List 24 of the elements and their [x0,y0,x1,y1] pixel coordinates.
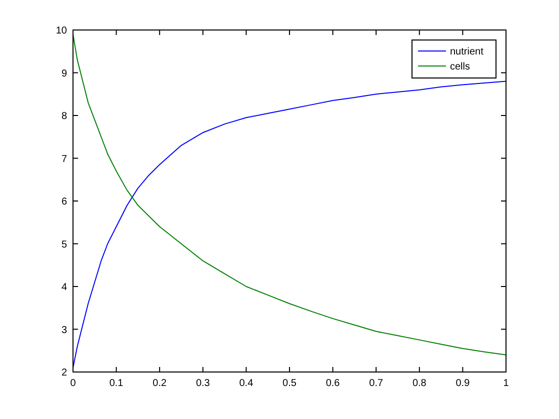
x-tick-label: 0.8 [412,378,427,389]
y-tick-label: 9 [61,68,68,80]
x-tick-label: 0.9 [456,378,470,389]
x-tick-label: 1 [503,378,510,389]
x-tick-label: 0.3 [196,378,210,389]
y-tick-label: 2 [61,368,68,378]
y-tick-label: 7 [61,154,68,165]
x-tick-label: 0.4 [239,378,254,389]
x-tick-label: 0.5 [282,378,297,389]
x-tick-label: 0.7 [369,378,384,389]
y-tick-label: 10 [56,26,68,36]
legend-label: nutrient [450,46,484,58]
line-series [72,80,506,368]
y-tick-label: 5 [61,239,68,250]
y-tick-label: 4 [61,282,68,293]
x-tick-label: 0.2 [152,378,167,389]
line-series [72,34,506,356]
x-tick-label: 0.6 [326,378,340,389]
y-tick-label: 8 [61,111,68,122]
x-tick-label: 0 [70,378,76,389]
y-tick-label: 3 [61,324,68,336]
x-tick-label: 0.1 [109,378,124,389]
legend-label: cells [450,62,470,72]
y-tick-label: 6 [61,196,68,208]
